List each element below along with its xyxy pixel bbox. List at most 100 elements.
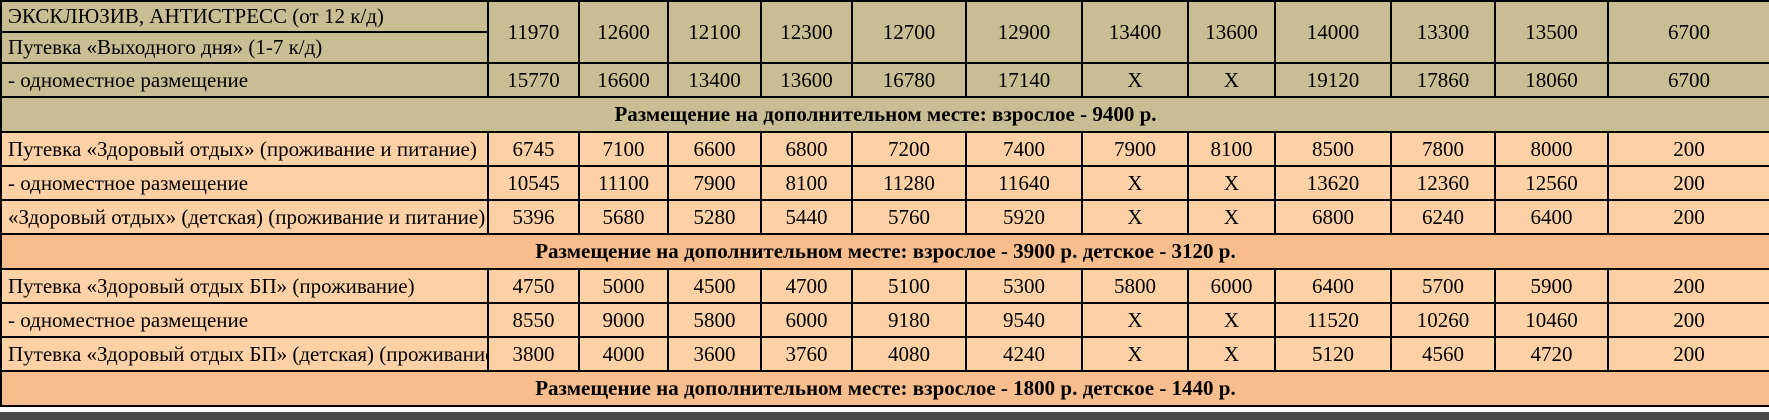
value-cell: 13500	[1494, 0, 1609, 64]
value-cell: 17140	[965, 62, 1083, 98]
value-cell: 7900	[667, 165, 762, 201]
band-row: Размещение на дополнительном месте: взро…	[0, 370, 1769, 407]
value-cell: 10460	[1494, 302, 1609, 338]
value-cell: X	[1081, 302, 1189, 338]
value-cell: 5800	[1081, 268, 1189, 304]
value-cell: 4720	[1494, 336, 1609, 372]
value-cell: 6800	[1274, 199, 1392, 235]
value-cell: 10545	[487, 165, 580, 201]
value-cell: X	[1081, 165, 1189, 201]
price-table-body: ЭКСКЛЮЗИВ, АНТИСТРЕСС (от 12 к/д) 11970 12…	[0, 0, 1769, 407]
value-cell: X	[1081, 62, 1189, 98]
value-cell: 16600	[578, 62, 669, 98]
table-row: ЭКСКЛЮЗИВ, АНТИСТРЕСС (от 12 к/д) 11970 12…	[0, 0, 1769, 64]
value-cell: 12600	[578, 0, 669, 64]
table-row: - одноместное размещение 8550 9000 5800 6000…	[0, 302, 1769, 338]
value-cell: 11520	[1274, 302, 1392, 338]
value-cell: 6700	[1607, 62, 1769, 98]
value-cell: 200	[1607, 302, 1769, 338]
value-cell: 11100	[578, 165, 669, 201]
row-label-cell: - одноместное размещение	[0, 165, 489, 201]
value-cell: 5700	[1390, 268, 1496, 304]
value-cell: 3600	[667, 336, 762, 372]
value-cell: 3800	[487, 336, 580, 372]
value-cell: 12700	[851, 0, 967, 64]
value-cell: 5120	[1274, 336, 1392, 372]
value-cell: 8000	[1494, 131, 1609, 167]
value-cell: X	[1187, 62, 1276, 98]
value-cell: 11970	[487, 0, 580, 64]
value-cell: 4080	[851, 336, 967, 372]
row-label-cell: Путевка «Здоровый отдых» (проживание и п…	[0, 131, 489, 167]
value-cell: 200	[1607, 199, 1769, 235]
value-cell: 17860	[1390, 62, 1496, 98]
value-cell: 5396	[487, 199, 580, 235]
band-row: Размещение на дополнительном месте: взро…	[0, 233, 1769, 270]
value-cell: X	[1187, 165, 1276, 201]
value-cell: 16780	[851, 62, 967, 98]
value-cell: 5760	[851, 199, 967, 235]
row-label-cell: Путевка «Выходного дня» (1-7 к/д)	[0, 31, 489, 64]
value-cell: X	[1187, 302, 1276, 338]
value-cell: 6700	[1607, 0, 1769, 64]
value-cell: 4750	[487, 268, 580, 304]
value-cell: 6600	[667, 131, 762, 167]
value-cell: 8550	[487, 302, 580, 338]
row-label-cell: ЭКСКЛЮЗИВ, АНТИСТРЕСС (от 12 к/д)	[0, 0, 489, 33]
value-cell: 5440	[760, 199, 853, 235]
value-cell: 200	[1607, 336, 1769, 372]
table-row: - одноместное размещение 15770 16600 13400 1…	[0, 62, 1769, 98]
value-cell: 7900	[1081, 131, 1189, 167]
value-cell: 12560	[1494, 165, 1609, 201]
row-label-cell: - одноместное размещение	[0, 62, 489, 98]
value-cell: X	[1187, 199, 1276, 235]
band-label: Размещение на дополнительном месте: взро…	[0, 96, 1769, 133]
value-cell: 6240	[1390, 199, 1496, 235]
value-cell: X	[1187, 336, 1276, 372]
value-cell: 13600	[1187, 0, 1276, 64]
row-label-cell: Путевка «Здоровый отдых БП» (детская) (п…	[0, 336, 489, 372]
row-label-cell: Путевка «Здоровый отдых БП» (проживание)	[0, 268, 489, 304]
value-cell: 12300	[760, 0, 853, 64]
table-row: «Здоровый отдых» (детская) (проживание и…	[0, 199, 1769, 235]
band-label: Размещение на дополнительном месте: взро…	[0, 370, 1769, 407]
value-cell: 10260	[1390, 302, 1496, 338]
value-cell: 12360	[1390, 165, 1496, 201]
value-cell: 3760	[760, 336, 853, 372]
value-cell: 4240	[965, 336, 1083, 372]
value-cell: 200	[1607, 268, 1769, 304]
value-cell: 200	[1607, 165, 1769, 201]
row-label-cell: «Здоровый отдых» (детская) (проживание и…	[0, 199, 489, 235]
band-label: Размещение на дополнительном месте: взро…	[0, 233, 1769, 270]
value-cell: 7400	[965, 131, 1083, 167]
value-cell: 6745	[487, 131, 580, 167]
value-cell: X	[1081, 199, 1189, 235]
value-cell: 4560	[1390, 336, 1496, 372]
value-cell: 4500	[667, 268, 762, 304]
value-cell: 5800	[667, 302, 762, 338]
value-cell: 14000	[1274, 0, 1392, 64]
value-cell: 11280	[851, 165, 967, 201]
value-cell: 12900	[965, 0, 1083, 64]
value-cell: 8100	[1187, 131, 1276, 167]
value-cell: 13400	[1081, 0, 1189, 64]
band-row: Размещение на дополнительном месте: взро…	[0, 96, 1769, 133]
value-cell: 5000	[578, 268, 669, 304]
value-cell: 7800	[1390, 131, 1496, 167]
value-cell: 6400	[1494, 199, 1609, 235]
value-cell: 6000	[760, 302, 853, 338]
value-cell: 13400	[667, 62, 762, 98]
value-cell: X	[1081, 336, 1189, 372]
table-row: Путевка «Выходного дня» (1-7 к/д)	[0, 31, 1769, 64]
bottom-edge-bar	[0, 412, 1769, 420]
value-cell: 11640	[965, 165, 1083, 201]
value-cell: 8100	[760, 165, 853, 201]
row-label-cell: - одноместное размещение	[0, 302, 489, 338]
value-cell: 6000	[1187, 268, 1276, 304]
value-cell: 5900	[1494, 268, 1609, 304]
value-cell: 9180	[851, 302, 967, 338]
value-cell: 13620	[1274, 165, 1392, 201]
value-cell: 9540	[965, 302, 1083, 338]
value-cell: 7100	[578, 131, 669, 167]
